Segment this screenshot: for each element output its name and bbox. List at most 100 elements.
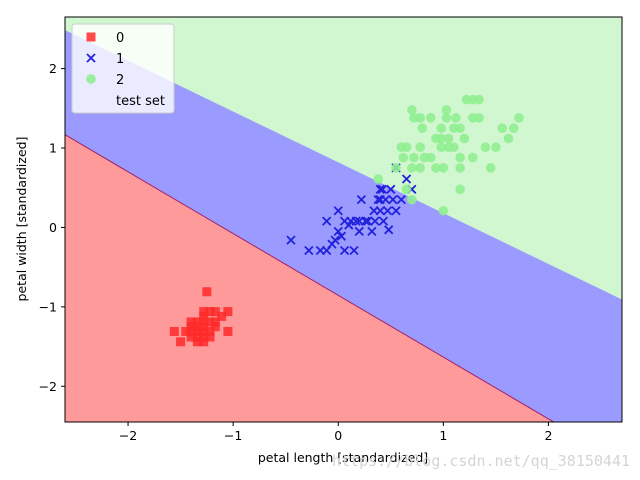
point-class-2 [407, 105, 417, 115]
x-axis-label: petal length [standardized] [258, 450, 428, 465]
point-class-2 [415, 113, 426, 123]
x-tick-label: 0 [334, 428, 342, 443]
point-class-0 [186, 322, 196, 332]
legend-label-test-set: test set [116, 94, 165, 109]
point-class-2 [401, 184, 412, 195]
y-tick-label: −1 [39, 299, 57, 314]
point-class-1 [336, 231, 347, 241]
point-class-2 [436, 133, 447, 144]
point-class-0 [210, 322, 220, 332]
point-class-1 [375, 206, 385, 216]
point-class-1 [373, 195, 383, 205]
point-class-2 [467, 152, 478, 163]
point-class-0 [192, 332, 202, 342]
point-class-0 [210, 307, 220, 317]
data-points [169, 94, 524, 347]
y-tick-label: −2 [39, 379, 57, 394]
point-class-2 [455, 123, 465, 133]
x-tick-label: 2 [544, 428, 552, 443]
point-class-1 [356, 195, 367, 205]
point-class-1 [380, 195, 391, 205]
point-class-1 [349, 245, 359, 256]
legend-box [71, 23, 175, 114]
point-class-2 [480, 142, 491, 153]
point-class-0 [205, 307, 215, 317]
point-class-2 [415, 163, 426, 173]
point-class-1 [391, 206, 401, 216]
point-class-2 [417, 123, 428, 133]
point-class-0 [205, 332, 215, 342]
point-class-2 [401, 142, 412, 153]
point-class-1 [322, 216, 332, 226]
legend-marker-1 [86, 53, 96, 63]
point-class-2 [474, 113, 484, 123]
point-class-0 [186, 326, 196, 336]
point-class-2 [398, 152, 409, 163]
point-class-2 [508, 123, 519, 133]
point-class-0 [199, 332, 209, 342]
point-class-0 [192, 337, 202, 347]
point-class-1 [377, 184, 388, 194]
legend-label-1: 1 [116, 52, 124, 67]
point-class-2 [425, 152, 436, 163]
point-class-0 [192, 317, 202, 327]
point-class-0 [199, 317, 209, 327]
point-class-0 [181, 326, 191, 336]
point-class-1 [333, 226, 343, 237]
y-tick-label: 1 [49, 141, 57, 156]
boundary-0-1 [65, 134, 555, 422]
point-class-0 [199, 307, 209, 317]
point-class-0 [199, 322, 209, 332]
point-class-2 [449, 142, 459, 153]
y-axis-label: petal width [standardized] [14, 137, 29, 302]
point-class-1 [378, 216, 389, 226]
legend-marker-2 [86, 74, 96, 84]
point-class-2 [451, 113, 461, 123]
point-class-0 [223, 326, 233, 336]
point-class-2 [455, 184, 465, 195]
point-class-1 [330, 235, 340, 245]
point-class-0 [186, 332, 196, 342]
point-class-1 [286, 235, 296, 245]
point-class-2 [441, 105, 452, 115]
point-class-0 [205, 326, 215, 336]
point-class-2 [407, 163, 417, 173]
point-class-1 [360, 216, 371, 226]
legend-label-2: 2 [116, 73, 124, 88]
point-class-2 [514, 113, 524, 123]
y-axis-ticks: −2 −1 0 1 2 [39, 61, 65, 394]
point-class-2 [474, 94, 484, 105]
point-class-0 [217, 311, 227, 321]
legend: 0 1 2 test set [71, 23, 175, 114]
point-class-2 [415, 142, 426, 153]
point-class-0 [199, 326, 209, 336]
point-class-2 [459, 133, 470, 144]
point-class-1 [383, 206, 393, 216]
point-class-1 [375, 184, 385, 194]
point-class-1 [367, 226, 377, 237]
point-class-2 [438, 163, 449, 173]
point-class-0 [176, 337, 186, 347]
point-class-1 [396, 195, 406, 205]
legend-marker-0 [86, 32, 96, 42]
y-tick-label: 2 [49, 61, 57, 76]
legend-label-0: 0 [116, 31, 124, 46]
region-class-0 [65, 134, 622, 422]
point-class-2 [431, 163, 441, 173]
point-class-1 [363, 216, 373, 226]
point-class-2 [425, 113, 436, 123]
point-class-1 [333, 206, 343, 216]
point-class-1 [386, 184, 396, 194]
point-class-1 [370, 216, 380, 226]
point-class-0 [202, 287, 212, 297]
point-class-0 [199, 337, 209, 347]
point-class-0 [223, 307, 233, 317]
point-class-0 [169, 326, 179, 336]
point-class-2 [441, 113, 452, 123]
point-class-2 [491, 142, 501, 153]
x-tick-label: −2 [119, 428, 137, 443]
point-class-1 [304, 245, 314, 256]
point-class-2 [438, 205, 449, 216]
x-tick-label: −1 [224, 428, 242, 443]
